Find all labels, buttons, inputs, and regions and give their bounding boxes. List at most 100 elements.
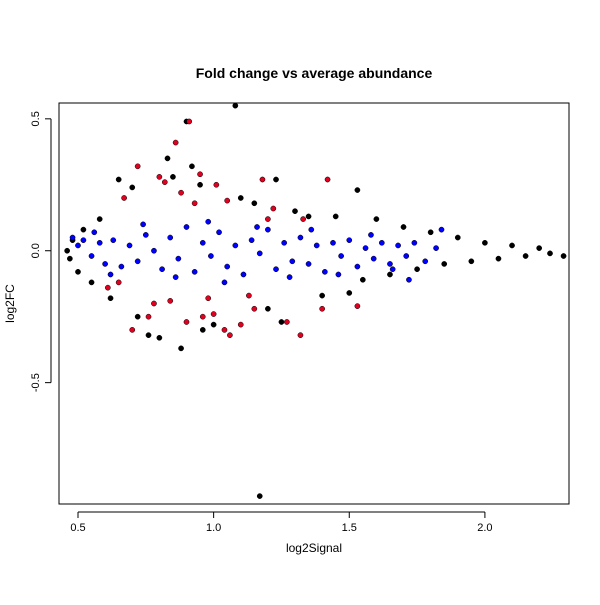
data-point [221, 327, 228, 333]
data-point [224, 197, 231, 204]
data-point [454, 234, 461, 241]
data-point [406, 276, 412, 283]
data-point [232, 242, 239, 249]
data-point [237, 195, 244, 201]
data-point [134, 313, 141, 320]
x-tick-label: 2.0 [477, 522, 492, 534]
data-point [322, 268, 328, 275]
data-point [346, 237, 353, 244]
data-point [164, 155, 171, 162]
data-point [289, 258, 296, 265]
x-axis-label: log2Signal [286, 541, 342, 555]
data-point [273, 266, 279, 273]
chart-title: Fold change vs average abundance [196, 65, 433, 81]
data-point [208, 253, 214, 259]
data-point [91, 229, 98, 236]
data-point [495, 255, 502, 262]
data-point [88, 279, 95, 286]
data-point [80, 237, 87, 244]
data-point [297, 332, 304, 339]
y-tick-label: -0.5 [30, 373, 42, 392]
data-point [354, 303, 361, 309]
data-point [129, 184, 136, 191]
data-point [151, 247, 157, 254]
data-point [286, 274, 293, 280]
data-point [427, 229, 434, 236]
data-point [67, 255, 73, 262]
data-point [156, 174, 163, 180]
data-point [167, 234, 174, 241]
data-point [104, 284, 111, 291]
data-point [110, 237, 117, 244]
data-point [102, 261, 108, 267]
data-point [140, 221, 146, 228]
data-point [509, 242, 515, 249]
data-point [210, 311, 217, 317]
data-point [547, 250, 553, 257]
data-point [183, 319, 190, 325]
data-point [246, 292, 252, 299]
data-point [183, 224, 190, 230]
data-point [313, 242, 320, 249]
y-axis-label: log2FC [3, 284, 17, 323]
data-point [265, 216, 271, 222]
data-point [273, 176, 279, 183]
data-point [368, 232, 374, 238]
x-tick-label: 1.5 [342, 522, 357, 534]
data-point [118, 263, 125, 270]
data-point [121, 195, 127, 201]
data-point [69, 234, 76, 241]
data-point [441, 261, 448, 267]
data-point [197, 181, 203, 188]
axes: 0.5 1.0 1.5 2.0 -0.5 0.0 0.5 [30, 111, 493, 534]
data-point [387, 261, 393, 267]
data-point [335, 271, 342, 278]
data-point [210, 321, 217, 328]
data-point [560, 253, 567, 259]
data-point [189, 163, 195, 170]
data-point [240, 271, 247, 278]
data-point [414, 266, 420, 273]
data-point [522, 253, 529, 259]
data-point [319, 292, 325, 299]
data-point [205, 218, 212, 225]
data-point [199, 239, 206, 246]
data-point [251, 200, 258, 207]
data-point [178, 345, 184, 352]
data-point [346, 290, 353, 296]
x-tick-label: 1.0 [206, 522, 221, 534]
data-point [191, 200, 198, 207]
data-point [237, 321, 244, 328]
data-point [330, 239, 336, 246]
data-point [205, 295, 212, 302]
data-point [389, 266, 396, 273]
data-point [232, 102, 239, 109]
data-point [172, 139, 179, 146]
data-point [224, 263, 231, 270]
data-point [151, 300, 157, 307]
data-point [305, 213, 312, 220]
data-point [126, 242, 133, 249]
data-point [482, 239, 488, 246]
data-point [107, 271, 114, 278]
data-point [281, 239, 288, 246]
data-point [300, 216, 306, 222]
y-axis: -0.5 0.0 0.5 [30, 111, 52, 392]
y-tick-label: 0.0 [30, 243, 42, 258]
data-point [254, 224, 260, 230]
data-point [145, 313, 152, 320]
data-point [265, 305, 271, 312]
data-points [64, 102, 567, 499]
data-point [159, 266, 165, 273]
data-point [305, 261, 312, 267]
data-point [227, 332, 233, 339]
data-point [319, 305, 325, 312]
data-point [292, 208, 298, 215]
data-point [270, 205, 277, 212]
data-point [115, 176, 122, 183]
data-point [178, 189, 184, 196]
data-point [88, 253, 95, 259]
data-point [400, 224, 407, 230]
